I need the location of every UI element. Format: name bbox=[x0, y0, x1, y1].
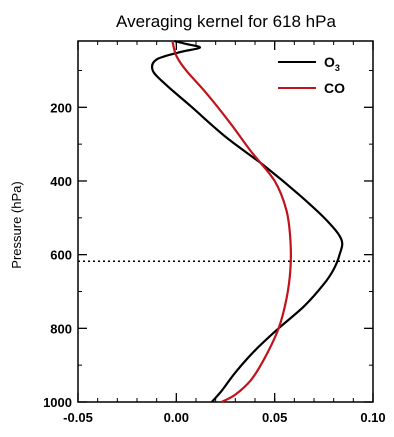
legend-label-o3: O3 bbox=[324, 54, 340, 73]
legend: O3 CO bbox=[278, 54, 345, 96]
x-tick-label: 0.10 bbox=[360, 410, 385, 425]
legend-subscript: 3 bbox=[335, 63, 340, 73]
x-tick-label: 0.05 bbox=[262, 410, 287, 425]
y-tick-label: 800 bbox=[50, 321, 72, 336]
plot-frame bbox=[77, 40, 374, 403]
series-line-co bbox=[171, 40, 292, 403]
axis-ticks: -0.05 0.00 0.05 0.10 200 400 600 800 1000 bbox=[43, 41, 386, 425]
chart-title: Averaging kernel for 618 hPa bbox=[116, 12, 336, 31]
x-tick-label: -0.05 bbox=[63, 410, 93, 425]
plot-area bbox=[77, 40, 374, 403]
x-tick-label: 0.00 bbox=[164, 410, 189, 425]
y-tick-label: 200 bbox=[50, 100, 72, 115]
series-line-o3 bbox=[150, 39, 344, 403]
y-axis-label: Pressure (hPa) bbox=[9, 181, 24, 268]
y-tick-label: 600 bbox=[50, 248, 72, 263]
y-tick-label: 400 bbox=[50, 174, 72, 189]
legend-label-co: CO bbox=[324, 80, 345, 96]
y-tick-label: 1000 bbox=[43, 395, 72, 410]
series-lines bbox=[150, 39, 344, 403]
